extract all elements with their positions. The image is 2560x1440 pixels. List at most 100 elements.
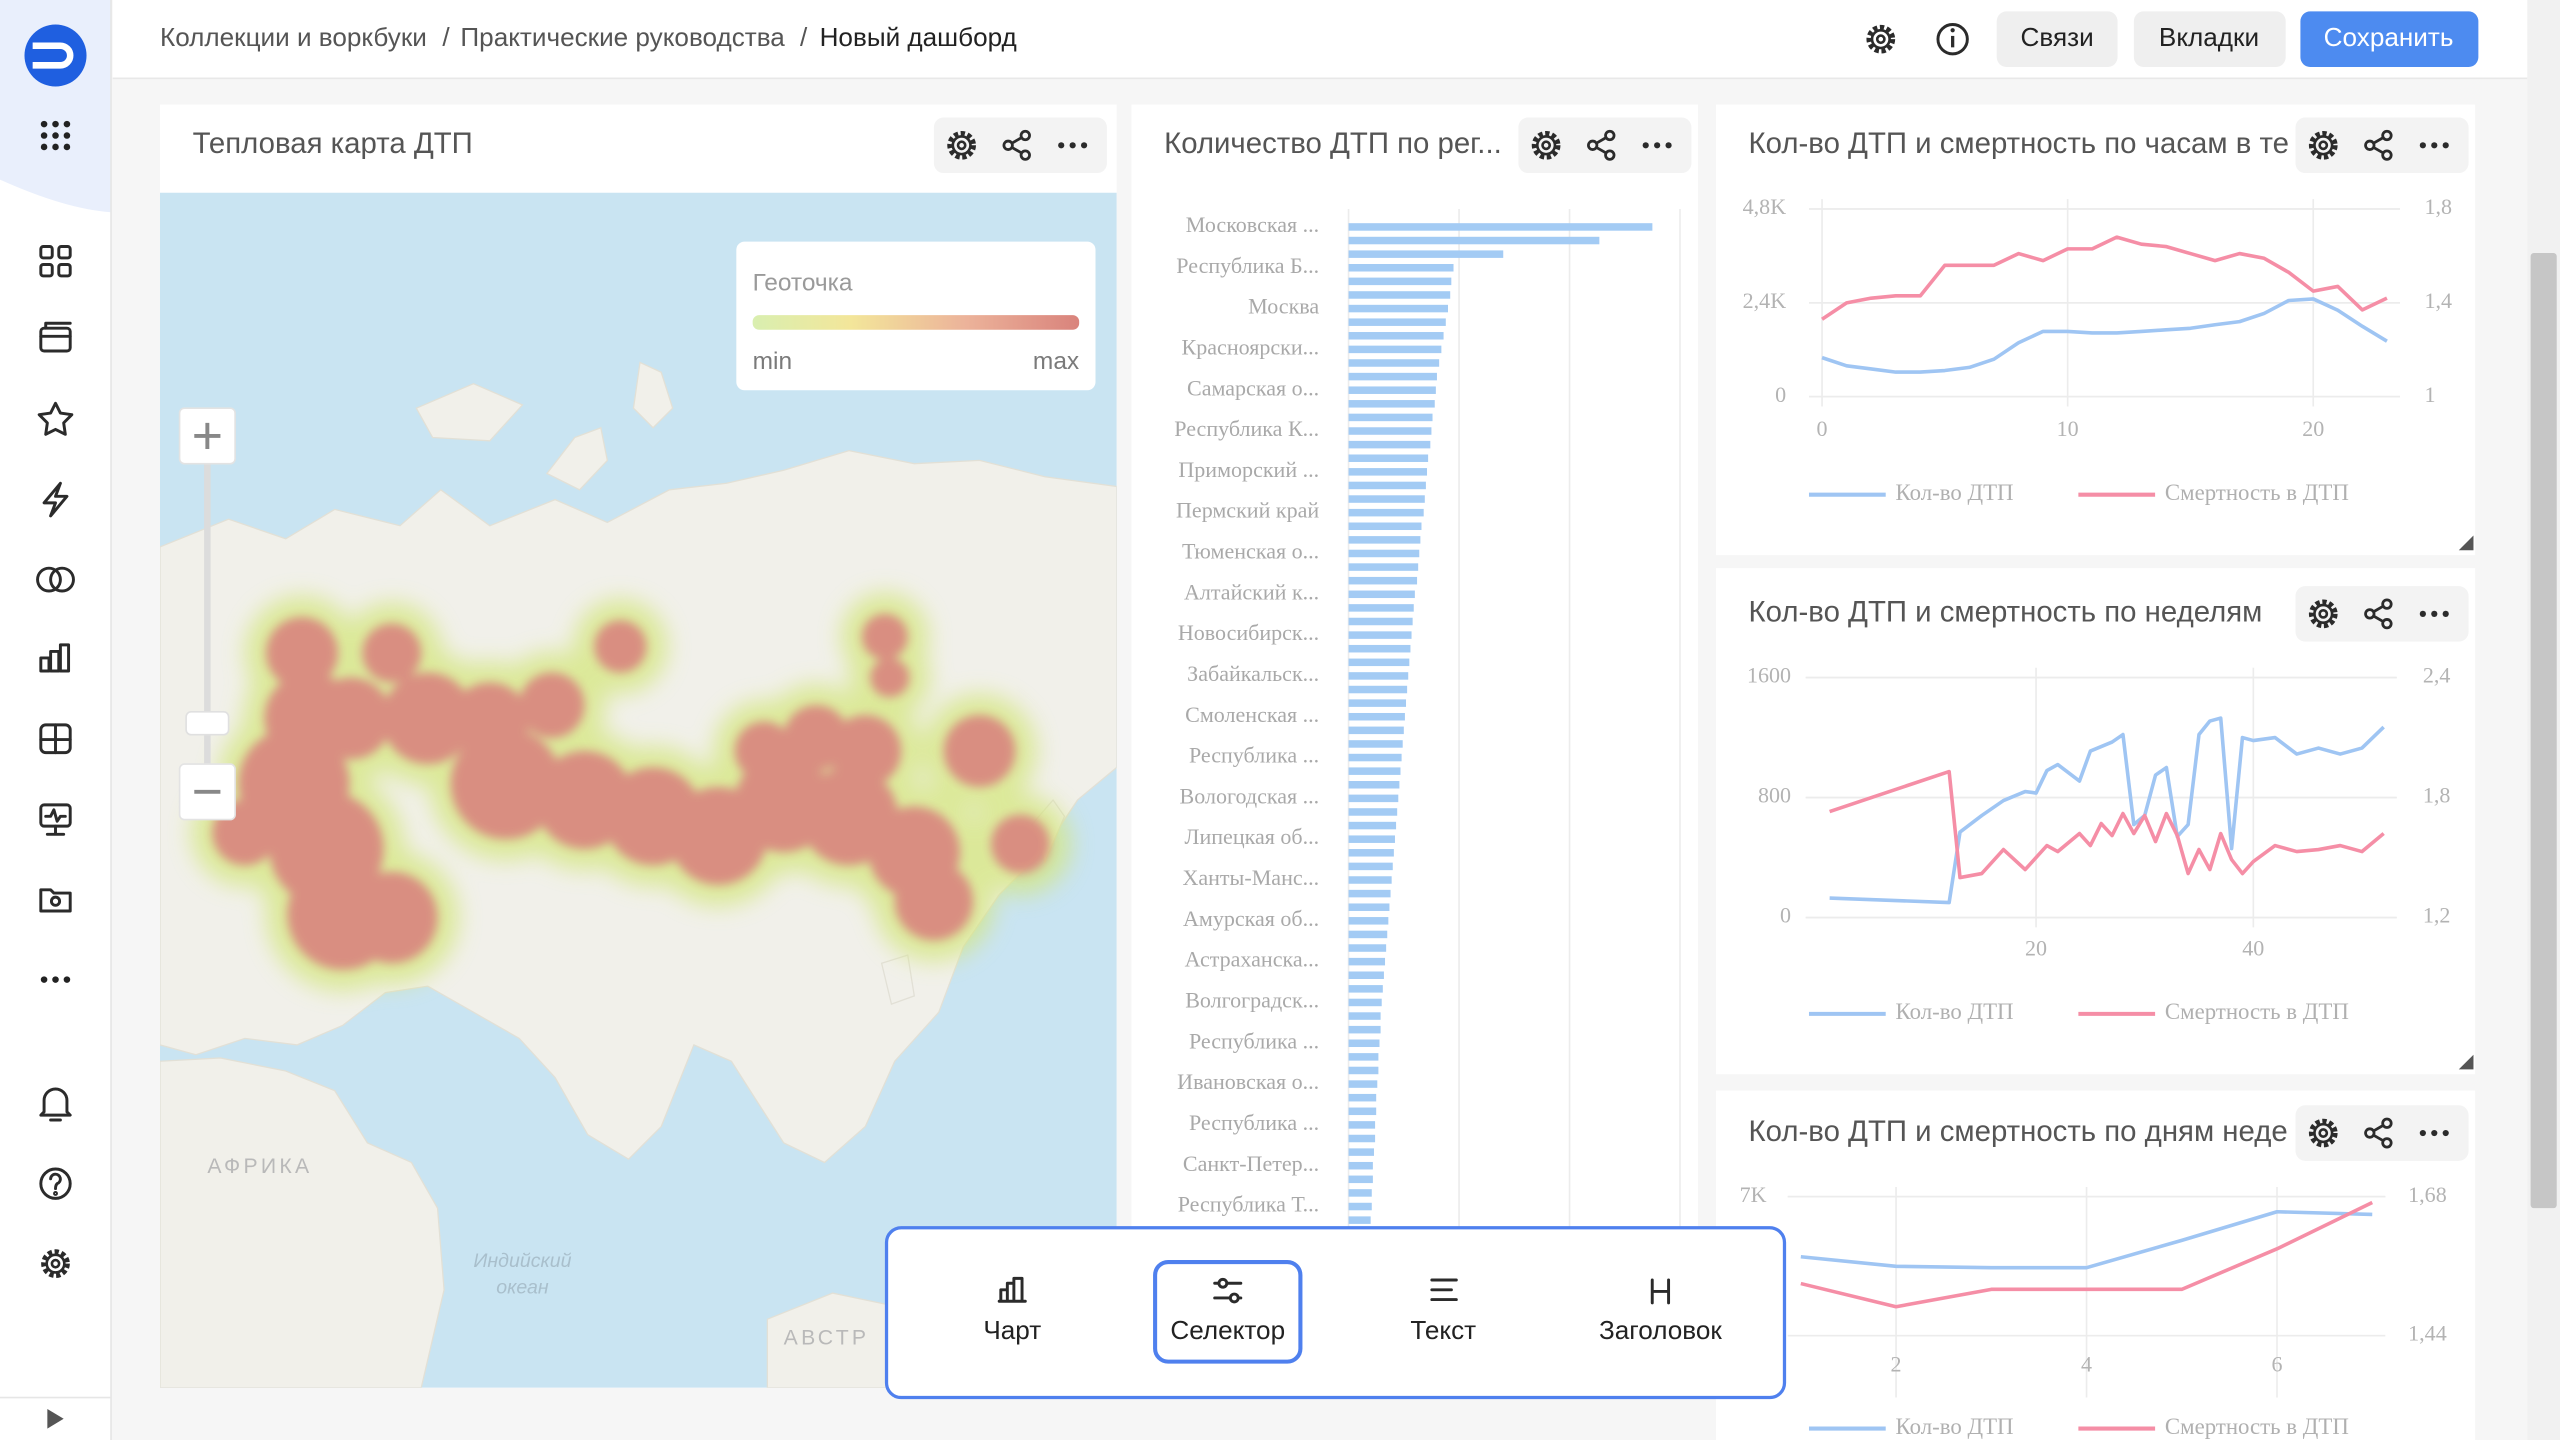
bar bbox=[1348, 944, 1387, 952]
save-button[interactable]: Сохранить bbox=[2300, 11, 2479, 67]
button-label: Вкладки bbox=[2159, 22, 2259, 52]
bar bbox=[1348, 617, 1413, 626]
y2-tick-label: 2,4 bbox=[2423, 663, 2451, 688]
heat-spot bbox=[862, 613, 908, 660]
nav-connections-icon[interactable] bbox=[42, 481, 69, 518]
y2-tick-label: 1,8 bbox=[2423, 783, 2451, 808]
more-button[interactable] bbox=[1058, 142, 1088, 149]
bar bbox=[1348, 740, 1403, 748]
controls-bg bbox=[1518, 117, 1692, 174]
info-button[interactable] bbox=[1936, 23, 1969, 56]
toolbar-item-selector[interactable]: Селектор bbox=[1170, 1277, 1285, 1345]
scrollbar-thumb[interactable] bbox=[2530, 253, 2557, 1209]
notifications-icon[interactable] bbox=[39, 1087, 72, 1122]
toolbar-item-chart[interactable]: Чарт bbox=[983, 1276, 1041, 1345]
more-button[interactable] bbox=[2419, 1129, 2449, 1137]
bar bbox=[1348, 1121, 1376, 1129]
bar bbox=[1348, 427, 1432, 435]
bar bbox=[1348, 304, 1448, 313]
legend-label: Кол-во ДТП bbox=[1896, 999, 2014, 1024]
nav-datasets-icon[interactable] bbox=[36, 566, 75, 593]
breadcrumb[interactable]: Коллекции и воркбуки bbox=[160, 22, 427, 52]
legend-gradient bbox=[752, 315, 1080, 330]
bar bbox=[1348, 468, 1428, 476]
legend-label: Смертность в ДТП bbox=[2165, 999, 2349, 1024]
series-line bbox=[1800, 1200, 2374, 1309]
links-button[interactable]: Связи bbox=[1996, 11, 2118, 67]
heat-spot bbox=[991, 814, 1050, 874]
heat-spot bbox=[734, 721, 794, 781]
bar bbox=[1348, 1107, 1377, 1116]
legend-max: max bbox=[1033, 348, 1079, 375]
nav-charts-icon[interactable] bbox=[39, 643, 71, 673]
breadcrumb[interactable]: Практические руководства bbox=[460, 22, 785, 52]
category-label: Астраханска... bbox=[1185, 947, 1320, 972]
bar bbox=[1348, 576, 1418, 585]
logo[interactable] bbox=[24, 24, 87, 87]
button-bg bbox=[2133, 11, 2286, 67]
nav-ql-icon[interactable] bbox=[39, 723, 72, 755]
widget-controls bbox=[933, 117, 2469, 1161]
bar bbox=[1348, 699, 1407, 707]
nav-workbooks-icon[interactable] bbox=[39, 888, 72, 913]
heat-spot bbox=[894, 862, 974, 941]
apps-icon[interactable] bbox=[40, 120, 71, 151]
bar bbox=[1348, 1093, 1377, 1102]
widget-title: Кол-во ДТП и смертность по часам в те bbox=[1749, 127, 2289, 160]
nav-dashboards-icon[interactable] bbox=[39, 245, 72, 278]
legend-min: min bbox=[753, 348, 792, 375]
breadcrumb-separator: / bbox=[442, 22, 450, 52]
bar bbox=[1348, 672, 1409, 680]
button-label: Сохранить bbox=[2324, 22, 2454, 52]
more-button[interactable] bbox=[2419, 610, 2449, 617]
toolbar-item-title[interactable]: Заголовок bbox=[1599, 1278, 1722, 1345]
toolbar-item-text[interactable]: Текст bbox=[1410, 1278, 1476, 1345]
zoom-slider-handle[interactable] bbox=[185, 711, 230, 736]
bar bbox=[1348, 1202, 1372, 1211]
resize-handle[interactable] bbox=[2458, 1054, 2474, 1070]
expand-sidebar-button[interactable] bbox=[47, 1408, 64, 1429]
bar bbox=[1348, 753, 1402, 762]
sidebar bbox=[0, 0, 112, 1440]
zoom-in-glyph bbox=[194, 422, 221, 449]
tabs-button[interactable]: Вкладки bbox=[2133, 11, 2286, 67]
nav-monitor-icon[interactable] bbox=[39, 803, 72, 836]
bar bbox=[1348, 1039, 1380, 1048]
bar bbox=[1348, 1080, 1378, 1088]
y-tick-label: 7K bbox=[1740, 1182, 1767, 1207]
category-label: Ивановская о... bbox=[1177, 1069, 1319, 1094]
toolbar-label: Чарт bbox=[983, 1315, 1041, 1345]
legend-label: Кол-во ДТП bbox=[1896, 1414, 2014, 1439]
bar bbox=[1348, 726, 1404, 735]
bar bbox=[1348, 1216, 1371, 1224]
more-button[interactable] bbox=[1642, 142, 1672, 149]
header-bar bbox=[112, 0, 2528, 79]
category-label: Забайкальск... bbox=[1187, 661, 1319, 686]
map-zoom-controls bbox=[178, 407, 236, 821]
nav-favorites-icon[interactable] bbox=[37, 401, 74, 436]
bar-chart-widget: Количество ДТП по рег... Московская ... Ре… bbox=[1164, 127, 1681, 1388]
bar bbox=[1348, 1175, 1373, 1184]
nav-more-icon[interactable] bbox=[40, 976, 71, 983]
legend-label: Смертность в ДТП bbox=[2165, 480, 2349, 505]
bar bbox=[1348, 277, 1452, 286]
bar bbox=[1348, 604, 1414, 612]
toolbar-panel bbox=[884, 1226, 1787, 1400]
category-label: Волгоградск... bbox=[1185, 988, 1319, 1013]
category-label: Республика ... bbox=[1189, 743, 1319, 768]
category-label: Республика К... bbox=[1174, 416, 1319, 441]
resize-handle[interactable] bbox=[2458, 535, 2474, 551]
toolbar-selected-outline bbox=[1153, 1260, 1303, 1364]
help-icon[interactable] bbox=[39, 1167, 72, 1200]
bar bbox=[1348, 345, 1442, 354]
bar bbox=[1348, 318, 1446, 326]
y2-tick-label: 1,44 bbox=[2408, 1321, 2447, 1346]
x-tick-label: 20 bbox=[2025, 935, 2047, 960]
more-button[interactable] bbox=[2419, 142, 2449, 149]
map[interactable]: АФРИКА Индийский океан АВСТР bbox=[160, 192, 1117, 1388]
bar bbox=[1348, 917, 1389, 925]
sidebar-panel bbox=[0, 0, 112, 1440]
nav-collections-icon[interactable] bbox=[39, 321, 72, 353]
map-label: АВСТР bbox=[784, 1326, 870, 1349]
